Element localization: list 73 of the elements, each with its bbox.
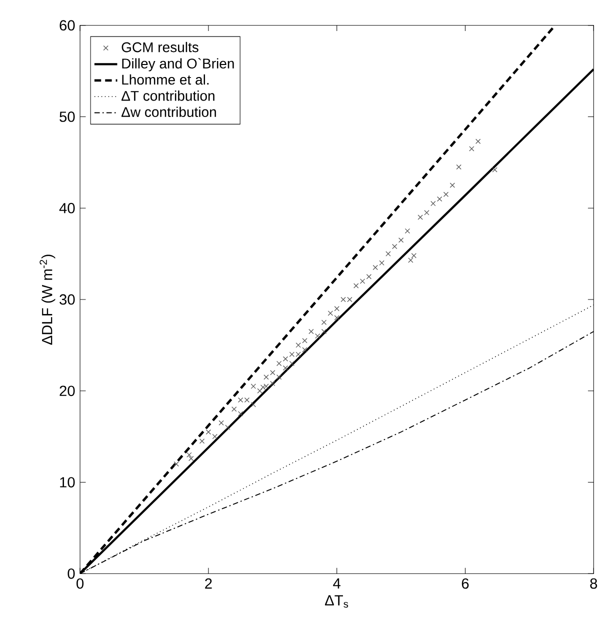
point [308, 328, 314, 334]
point [366, 274, 372, 280]
point [404, 228, 410, 234]
point [385, 251, 391, 256]
point [250, 384, 256, 389]
point [418, 214, 423, 220]
y-tick-label: 10 [60, 477, 75, 488]
point [186, 452, 192, 458]
point [212, 434, 218, 440]
point [430, 200, 436, 206]
point [260, 384, 266, 390]
point [199, 438, 204, 444]
point [492, 167, 498, 172]
point [314, 333, 320, 339]
x-tick-label: 4 [332, 578, 340, 588]
point [289, 360, 294, 366]
point [475, 138, 481, 144]
point [398, 237, 404, 243]
point [321, 328, 326, 334]
y-tick-label: 20 [60, 386, 75, 396]
y-tick-label: 30 [59, 294, 75, 305]
point [379, 260, 384, 266]
point [321, 320, 326, 325]
y-tick-label: 60 [60, 20, 75, 31]
point [206, 429, 211, 435]
point [334, 306, 340, 312]
point [296, 342, 301, 348]
legend-label: Dilley and O`Brien [122, 58, 234, 72]
x-tick-label: 6 [462, 578, 469, 589]
legend-label: ΔT contribution [121, 90, 214, 101]
point [424, 210, 430, 216]
point [450, 182, 455, 188]
point [468, 146, 474, 152]
point [456, 164, 462, 170]
point [353, 283, 359, 288]
point [392, 244, 398, 250]
x-tick-label: 2 [204, 578, 212, 589]
point [276, 374, 282, 380]
point [218, 420, 224, 426]
y-tick-label: 50 [59, 112, 75, 122]
point [238, 411, 243, 416]
point [224, 424, 230, 430]
point [250, 402, 256, 408]
point [174, 461, 179, 467]
point [231, 406, 237, 412]
point [436, 196, 442, 202]
point [302, 338, 308, 344]
point [408, 258, 414, 263]
point [257, 388, 262, 394]
point [443, 192, 448, 197]
point [282, 365, 288, 371]
point [263, 374, 269, 380]
x-axis-title: ΔT$_{s}$ [324, 595, 348, 608]
point [188, 456, 194, 462]
y-tick-label: 40 [59, 202, 75, 214]
point [334, 315, 340, 320]
x-tick-label: 8 [590, 578, 597, 589]
y-axis-title: ΔDLF (W m$^{-2}$) [40, 254, 56, 345]
point [263, 384, 269, 389]
legend-label: Δw contribution [121, 106, 216, 117]
y-tick-label: 0 [68, 568, 75, 579]
point [270, 370, 276, 376]
x-tick-label: 0 [76, 578, 84, 589]
point [360, 278, 365, 284]
point [270, 380, 276, 386]
point [282, 356, 288, 362]
point [411, 253, 416, 258]
legend-label: Lhomme et al. [122, 74, 208, 85]
point [302, 347, 308, 352]
point [372, 264, 378, 270]
point [328, 310, 333, 316]
point [276, 360, 282, 366]
legend-label: GCM results [122, 42, 198, 52]
